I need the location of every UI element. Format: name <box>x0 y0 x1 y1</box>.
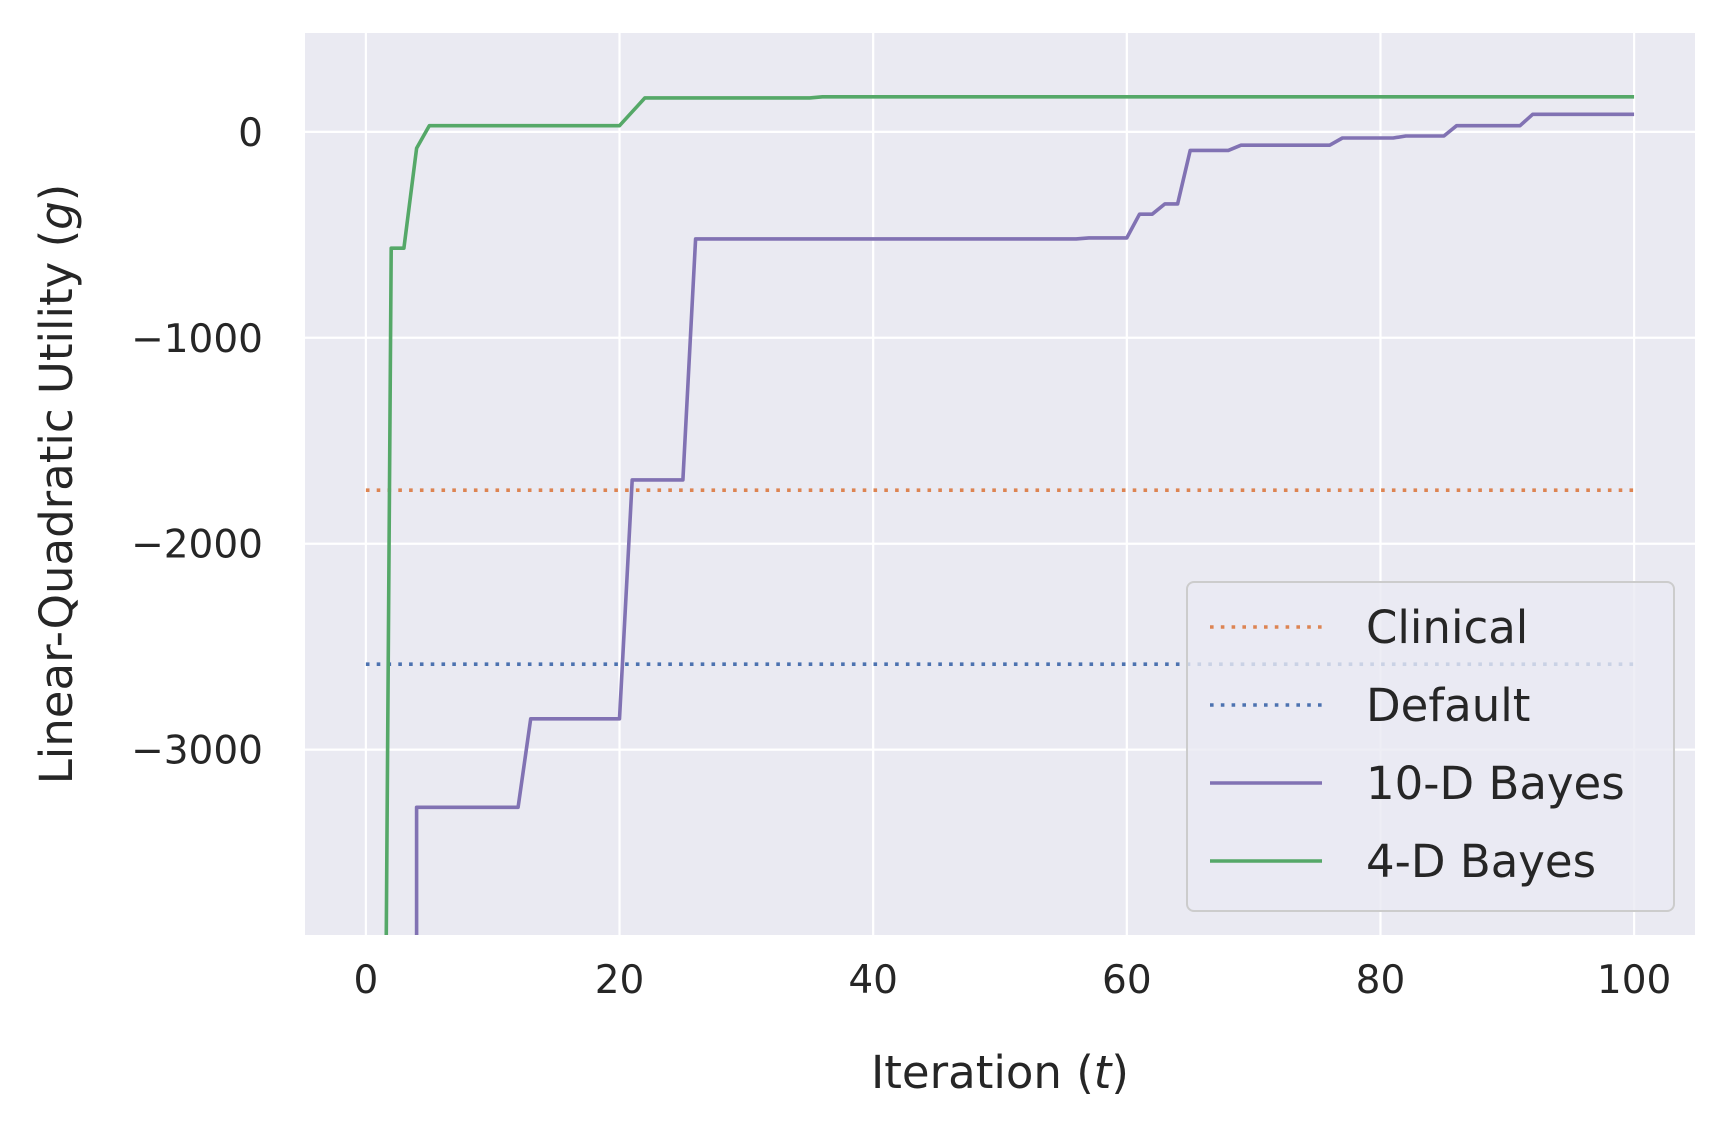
legend-label: 4-D Bayes <box>1366 835 1596 888</box>
legend-label: 10-D Bayes <box>1366 757 1625 810</box>
x-axis-ticks: 0 20 40 60 80 100 <box>353 958 1671 1003</box>
x-axis-title: Iteration (t) <box>871 1046 1129 1099</box>
y-axis-title: Linear-Quadratic Utility (g) <box>30 184 83 785</box>
x-tick-label: 0 <box>353 958 378 1003</box>
x-tick-label: 60 <box>1102 958 1152 1003</box>
series-line-4-d-bayes <box>384 95 1635 935</box>
y-axis-ticks: 0 −1000 −2000 −3000 <box>131 111 263 774</box>
legend-frame <box>1186 581 1675 912</box>
y-tick-label: −1000 <box>131 317 263 362</box>
y-tick-label: −2000 <box>131 523 263 568</box>
y-tick-label: 0 <box>238 111 263 156</box>
x-tick-label: 40 <box>848 958 898 1003</box>
series-lines <box>365 95 1635 935</box>
legend-label: Default <box>1366 679 1530 732</box>
series-line-10-d-bayes <box>414 112 1635 935</box>
legend: Clinical Default 10-D Bayes 4-D Bayes <box>1186 581 1675 912</box>
y-tick-label: −3000 <box>131 729 263 774</box>
x-tick-label: 80 <box>1356 958 1406 1003</box>
x-tick-label: 20 <box>595 958 645 1003</box>
x-tick-label: 100 <box>1597 958 1671 1003</box>
legend-label: Clinical <box>1366 601 1528 654</box>
